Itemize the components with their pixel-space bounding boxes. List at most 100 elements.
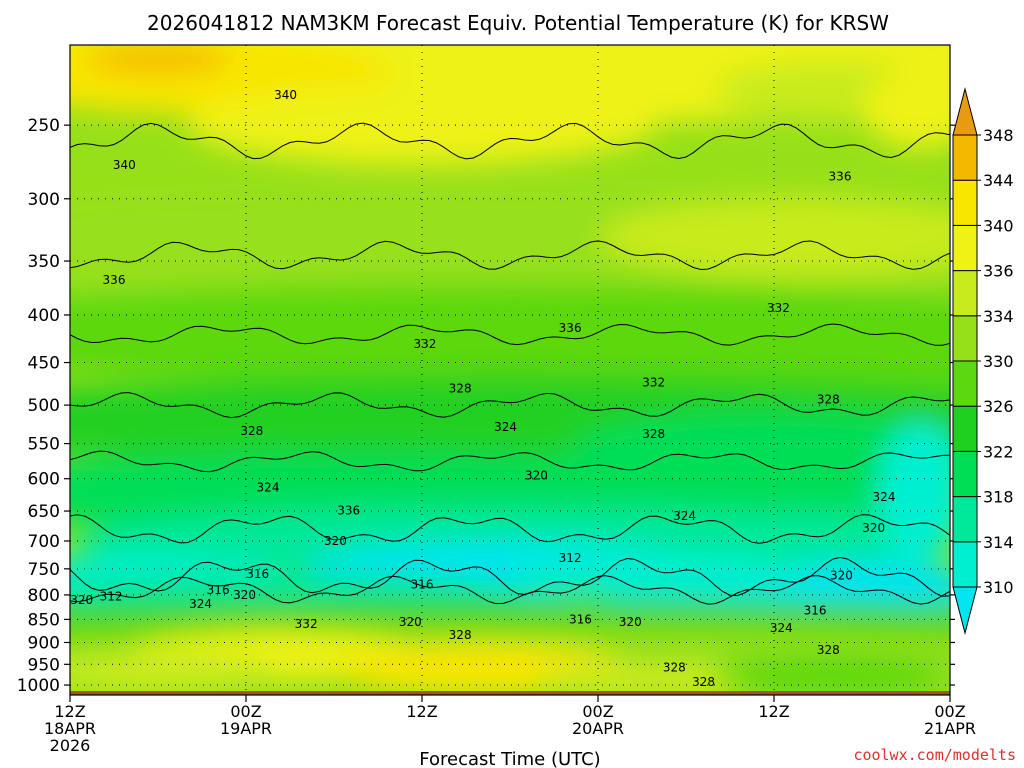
colorbar-label: 314 <box>983 533 1014 552</box>
colorbar-label: 322 <box>983 442 1014 461</box>
colorbar-label: 340 <box>983 216 1014 235</box>
contour-label: 324 <box>873 490 896 504</box>
y-tick-label: 400 <box>28 306 60 326</box>
ground-terrain <box>70 691 950 695</box>
colorbar-cell <box>952 179 978 226</box>
colorbar-cell <box>952 496 978 543</box>
colorbar-cell <box>952 270 978 317</box>
contour-label: 332 <box>295 617 318 631</box>
contour-label: 312 <box>100 589 123 603</box>
field-blob <box>70 652 276 693</box>
contour-line <box>70 323 950 346</box>
contour-label: 328 <box>449 382 472 396</box>
contour-label: 328 <box>817 643 840 657</box>
contour-label: 328 <box>240 424 263 438</box>
y-tick-label: 800 <box>28 586 60 606</box>
contour-label: 320 <box>399 615 422 629</box>
y-tick-label: 300 <box>28 190 60 210</box>
colorbar-label: 330 <box>983 352 1014 371</box>
contour-line <box>70 450 950 473</box>
x-tick-label: 21APR <box>924 719 976 738</box>
colorbar-cell <box>952 405 978 452</box>
contour-label: 340 <box>274 88 297 102</box>
x-axis-label: Forecast Time (UTC) <box>419 749 600 768</box>
contour-label: 320 <box>70 593 93 607</box>
y-tick-label: 850 <box>28 610 60 630</box>
field-blob <box>598 197 950 278</box>
colorbar-label: 348 <box>983 126 1014 145</box>
y-tick-label: 650 <box>28 502 60 522</box>
contour-line <box>70 575 950 605</box>
x-tick-label: 18APR <box>44 719 96 738</box>
contour-label: 324 <box>189 597 212 611</box>
x-tick-label: 12Z <box>406 702 437 721</box>
color-field <box>70 45 950 695</box>
contour-label: 336 <box>829 170 852 184</box>
field-blob <box>84 45 232 73</box>
contour-label: 328 <box>817 392 840 406</box>
y-axis: 250 300 350 400 450 500 550 600 650 700 750 800 850 9… <box>17 116 955 696</box>
contour-label: 324 <box>770 621 793 635</box>
y-tick-label: 950 <box>28 655 60 675</box>
y-tick-label: 450 <box>28 354 60 374</box>
contour-label: 316 <box>569 612 592 626</box>
contour-label: 332 <box>642 376 665 390</box>
colorbar-cell <box>952 541 978 588</box>
x-tick-label: 00Z <box>230 702 261 721</box>
contour-label: 336 <box>559 321 582 335</box>
contour-line <box>70 240 950 271</box>
contour-labels: 340 340 336 336 336 336 332 332 332 332 328 328 328 3… <box>70 88 895 689</box>
x-tick-label: 00Z <box>934 702 965 721</box>
contour-label: 324 <box>494 420 517 434</box>
x-tick-label: 00Z <box>582 702 613 721</box>
colorbar-label: 318 <box>983 488 1014 507</box>
contour-label: 316 <box>411 578 434 592</box>
contour-label: 332 <box>413 337 436 351</box>
contour-label: 316 <box>207 583 230 597</box>
y-tick-label: 900 <box>28 633 60 653</box>
contour-label: 316 <box>246 567 269 581</box>
contour-label: 316 <box>804 603 827 617</box>
contour-line <box>70 122 950 160</box>
y-tick-label: 550 <box>28 435 60 455</box>
colorbar-label: 334 <box>983 307 1014 326</box>
field-blob <box>187 85 657 166</box>
colorbar-label: 310 <box>983 578 1014 597</box>
colorbar-cell <box>952 360 978 407</box>
contour-label: 340 <box>113 158 136 172</box>
credit-link[interactable]: coolwx.com/modelts <box>853 746 1016 764</box>
contour-line <box>70 514 950 544</box>
field-blob <box>862 68 950 149</box>
contour-label: 336 <box>103 273 126 287</box>
contour-line <box>70 392 950 419</box>
contour-label: 328 <box>692 675 715 689</box>
chart-title: 2026041812 NAM3KM Forecast Equiv. Potent… <box>147 11 889 35</box>
contour-label: 312 <box>559 551 582 565</box>
colorbar-cell <box>952 450 978 498</box>
contour-label: 328 <box>663 661 686 675</box>
colorbar-cell <box>952 586 978 635</box>
x-tick-label: 12Z <box>54 702 85 721</box>
contour-line <box>70 556 950 597</box>
y-tick-label: 250 <box>28 116 60 136</box>
y-tick-label: 1000 <box>17 676 60 696</box>
contour-label: 320 <box>525 468 548 482</box>
colorbar-label: 344 <box>983 171 1014 190</box>
x-tick-label: 2026 <box>50 736 91 755</box>
contour-label: 328 <box>449 628 472 642</box>
colorbar-cell <box>952 224 978 272</box>
contour-label: 320 <box>233 588 256 602</box>
colorbar-label: 326 <box>983 397 1014 416</box>
y-tick-label: 700 <box>28 532 60 552</box>
x-tick-label: 12Z <box>758 702 789 721</box>
contour-label: 324 <box>673 509 696 523</box>
colorbar-cell <box>952 315 978 362</box>
y-tick-label: 500 <box>28 396 60 416</box>
colorbar-label: 336 <box>983 262 1014 281</box>
y-tick-label: 350 <box>28 252 60 272</box>
x-tick-label: 19APR <box>220 719 272 738</box>
contour-label: 324 <box>257 480 280 494</box>
contour-label: 332 <box>767 301 790 315</box>
